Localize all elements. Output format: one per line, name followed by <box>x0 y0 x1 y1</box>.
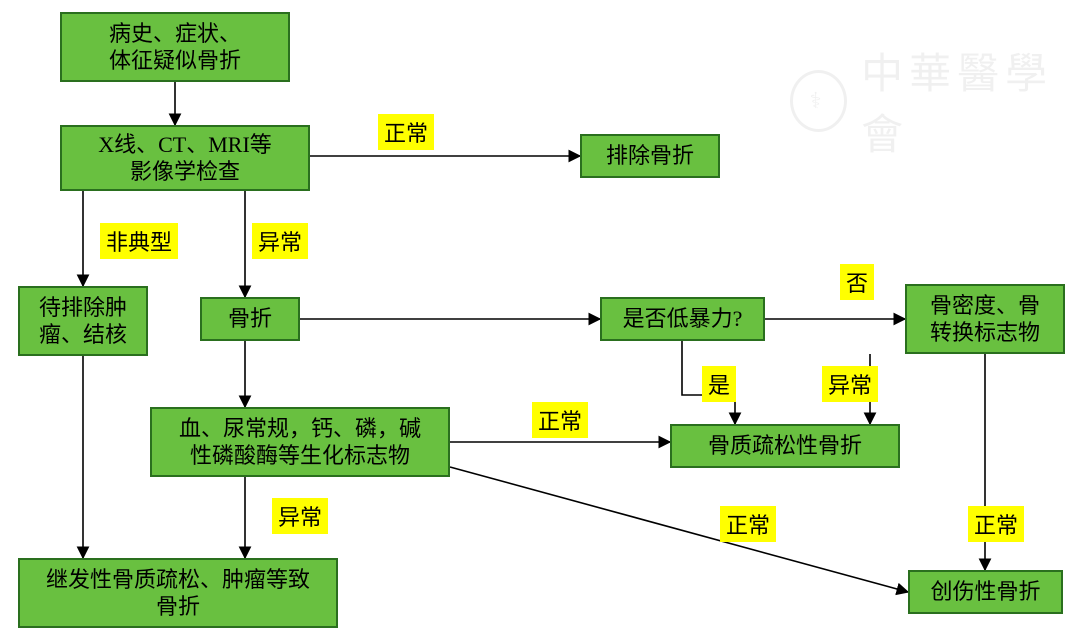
edge-label-l1: 正常 <box>378 114 434 150</box>
flow-node-n9: 骨质疏松性骨折 <box>670 424 900 468</box>
flow-node-label: 待排除肿 瘤、结核 <box>39 294 127 349</box>
flow-node-n2: X线、CT、MRI等 影像学检查 <box>60 125 310 191</box>
watermark-seal-icon: ⚕ <box>790 70 847 132</box>
flow-node-label: 是否低暴力? <box>623 305 743 333</box>
watermark-text: 中華醫學會 <box>861 40 1080 162</box>
flow-node-label: 血、尿常规，钙、磷，碱 性磷酸酶等生化标志物 <box>179 415 421 470</box>
edge-label-text: 非典型 <box>106 225 172 257</box>
edge-label-l10: 正常 <box>968 506 1024 542</box>
edge-label-text: 异常 <box>278 500 322 532</box>
flow-node-n4: 待排除肿 瘤、结核 <box>18 286 148 356</box>
edge-label-text: 正常 <box>538 404 582 436</box>
edge-label-text: 异常 <box>828 368 872 400</box>
flow-node-label: 骨质疏松性骨折 <box>708 432 862 460</box>
edge-label-text: 异常 <box>258 225 302 257</box>
flow-node-n6: 是否低暴力? <box>600 297 765 341</box>
flow-node-n8: 血、尿常规，钙、磷，碱 性磷酸酶等生化标志物 <box>150 407 450 477</box>
edge-label-l2: 非典型 <box>100 223 178 259</box>
edge-label-l5: 是 <box>702 366 736 402</box>
flow-node-label: 骨折 <box>228 305 272 333</box>
edge-label-text: 正常 <box>384 116 428 148</box>
flow-node-n7: 骨密度、骨 转换标志物 <box>905 284 1065 354</box>
edge-label-l8: 异常 <box>272 498 328 534</box>
edge-label-l6: 异常 <box>822 366 878 402</box>
edge-label-text: 正常 <box>726 508 770 540</box>
edge-label-text: 正常 <box>974 508 1018 540</box>
edge-label-l9: 正常 <box>720 506 776 542</box>
flow-node-n10: 继发性骨质疏松、肿瘤等致 骨折 <box>18 558 338 628</box>
flow-node-n5: 骨折 <box>200 297 300 341</box>
watermark: ⚕ 中華醫學會 <box>790 40 1080 162</box>
flow-node-n1: 病史、症状、 体征疑似骨折 <box>60 12 290 82</box>
edge-label-l7: 正常 <box>532 402 588 438</box>
flow-node-label: 排除骨折 <box>606 142 694 170</box>
edge-n8-n11 <box>450 467 908 592</box>
edge-label-text: 是 <box>708 368 730 400</box>
flow-node-n11: 创伤性骨折 <box>908 570 1063 614</box>
flow-node-label: 创伤性骨折 <box>930 578 1040 606</box>
flow-node-n3: 排除骨折 <box>580 134 720 178</box>
edge-label-l4: 否 <box>840 264 874 300</box>
edge-label-text: 否 <box>846 266 868 298</box>
flow-node-label: 病史、症状、 体征疑似骨折 <box>109 20 241 75</box>
flow-node-label: 继发性骨质疏松、肿瘤等致 骨折 <box>46 566 310 621</box>
edge-label-l3: 异常 <box>252 223 308 259</box>
flowchart-canvas: { "meta": { "type": "flowchart", "width"… <box>0 0 1080 639</box>
flow-node-label: 骨密度、骨 转换标志物 <box>930 292 1040 347</box>
flow-node-label: X线、CT、MRI等 影像学检查 <box>98 131 272 186</box>
